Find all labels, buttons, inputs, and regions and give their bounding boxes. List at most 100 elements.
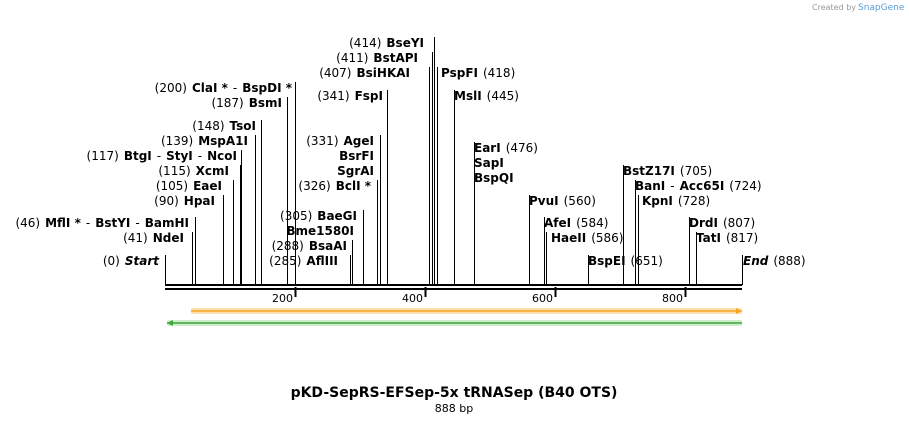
site-label-part: SgrAI xyxy=(337,164,374,178)
site-label-sbspqi[interactable]: BspQI xyxy=(474,171,514,185)
site-label-s117[interactable]: (117) BtgI - StyI - NcoI xyxy=(87,149,237,163)
site-label-s148[interactable]: (148) TsoI xyxy=(192,119,256,133)
site-label-s305[interactable]: (305) BaeGI xyxy=(280,209,357,223)
site-label-part: Acc65I xyxy=(680,179,725,193)
site-label-part: BsiHKAI xyxy=(357,66,411,80)
site-label-part: (326) xyxy=(298,179,330,193)
site-label-part: (105) xyxy=(156,179,188,193)
site-label-part: HaeII xyxy=(551,231,586,245)
site-label-s187[interactable]: (187) BsmI xyxy=(211,96,282,110)
site-label-part: BspDI * xyxy=(242,81,292,95)
site-label-s41[interactable]: (41) NdeI xyxy=(123,231,184,245)
site-label-part: BsmI xyxy=(249,96,282,110)
site-label-part: XcmI xyxy=(196,164,229,178)
site-label-ssapi[interactable]: SapI xyxy=(474,156,504,170)
site-label-part: (200) xyxy=(155,81,187,95)
site-label-sbsrfi[interactable]: BsrFI xyxy=(339,149,374,163)
site-label-s331[interactable]: (331) AgeI xyxy=(306,134,374,148)
site-label-part: (651) xyxy=(631,254,663,268)
site-label-s115[interactable]: (115) XcmI xyxy=(158,164,229,178)
credit-brand: SnapGene xyxy=(858,3,905,13)
site-label-part: BspQI xyxy=(474,171,514,185)
site-label-s807[interactable]: DrdI (807) xyxy=(689,216,755,230)
site-label-part: (41) xyxy=(123,231,148,245)
site-label-part: BamHI xyxy=(145,216,189,230)
site-label-part: (90) xyxy=(154,194,179,208)
site-label-part: BclI * xyxy=(336,179,372,193)
site-label-s651[interactable]: BspEI (651) xyxy=(588,254,663,268)
site-label-sbme[interactable]: Bme1580I xyxy=(286,224,354,238)
backbone-top-strand xyxy=(165,284,742,286)
site-label-part: (476) xyxy=(506,141,538,155)
site-label-part: End xyxy=(743,254,769,268)
axis-tick-label: 800 xyxy=(662,292,683,305)
site-label-part: ClaI * xyxy=(192,81,229,95)
site-label-part: (807) xyxy=(723,216,755,230)
site-label-part: (560) xyxy=(564,194,596,208)
site-label-s200[interactable]: (200) ClaI * - BspDI * xyxy=(155,81,293,95)
site-label-s407[interactable]: (407) BsiHKAI xyxy=(319,66,410,80)
site-label-part: TatI xyxy=(696,231,721,245)
site-label-part: BanI xyxy=(635,179,665,193)
map-title: pKD-SepRS-EFSep-5x tRNASep (B40 OTS) xyxy=(291,385,618,401)
site-label-part: Start xyxy=(125,254,160,268)
site-label-part: (46) xyxy=(15,216,40,230)
site-label-part: (0) xyxy=(103,254,120,268)
site-label-part: EarI xyxy=(474,141,501,155)
site-label-s705[interactable]: BstZ17I (705) xyxy=(623,164,712,178)
site-label-s341[interactable]: (341) FspI xyxy=(317,89,383,103)
site-label-s560[interactable]: PvuI (560) xyxy=(529,194,596,208)
axis-tick-label: 600 xyxy=(532,292,553,305)
site-label-part: (586) xyxy=(591,231,623,245)
site-label-part: HpaI xyxy=(184,194,215,208)
site-label-ssgrai[interactable]: SgrAI xyxy=(337,164,374,178)
site-label-s888[interactable]: End (888) xyxy=(743,254,806,268)
site-label-part: (187) xyxy=(211,96,243,110)
site-label-s586[interactable]: HaeII (586) xyxy=(551,231,624,245)
site-label-part: - xyxy=(670,179,674,193)
site-label-part: AfeI xyxy=(544,216,571,230)
feature-arrows xyxy=(166,308,743,326)
site-label-part: SapI xyxy=(474,156,504,170)
site-label-s326[interactable]: (326) BclI * xyxy=(298,179,371,193)
site-label-part: (418) xyxy=(483,66,515,80)
site-label-s584[interactable]: AfeI (584) xyxy=(544,216,608,230)
site-label-part: NcoI xyxy=(207,149,237,163)
site-label-s414[interactable]: (414) BseYI xyxy=(349,36,424,50)
site-label-part: (888) xyxy=(773,254,805,268)
site-label-part: BstYI xyxy=(95,216,130,230)
site-label-s411[interactable]: (411) BstAPI xyxy=(336,51,418,65)
site-label-part: DrdI xyxy=(689,216,718,230)
site-label-s285[interactable]: (285) AflIII xyxy=(269,254,338,268)
site-label-part: PvuI xyxy=(529,194,559,208)
site-label-s476[interactable]: EarI (476) xyxy=(474,141,538,155)
site-label-part: (411) xyxy=(336,51,368,65)
sequence-length: 888 bp xyxy=(435,402,473,415)
site-label-part: (705) xyxy=(680,164,712,178)
site-label-s105[interactable]: (105) EaeI xyxy=(156,179,222,193)
site-label-s90[interactable]: (90) HpaI xyxy=(154,194,215,208)
site-label-s445[interactable]: MslI (445) xyxy=(454,89,519,103)
site-label-part: - xyxy=(157,149,161,163)
site-label-s0[interactable]: (0) Start xyxy=(103,254,160,268)
site-label-part: (341) xyxy=(317,89,349,103)
site-label-part: BaeGI xyxy=(317,209,357,223)
site-label-s139[interactable]: (139) MspA1I xyxy=(161,134,248,148)
sequence-backbone: 200 400 600 800 xyxy=(165,284,742,305)
site-label-s728[interactable]: KpnI (728) xyxy=(642,194,710,208)
backbone-bottom-strand xyxy=(165,288,742,290)
site-label-s418[interactable]: PspFI (418) xyxy=(441,66,515,80)
site-label-part: BtgI xyxy=(124,149,152,163)
site-label-part: BsaAI xyxy=(309,239,347,253)
site-label-s817[interactable]: TatI (817) xyxy=(696,231,758,245)
site-label-s46[interactable]: (46) MflI * - BstYI - BamHI xyxy=(15,216,189,230)
site-label-part: - xyxy=(86,216,90,230)
site-label-s724[interactable]: BanI - Acc65I (724) xyxy=(635,179,762,193)
site-label-part: (148) xyxy=(192,119,224,133)
site-label-part: (331) xyxy=(306,134,338,148)
site-label-part: BsrFI xyxy=(339,149,374,163)
site-label-part: - xyxy=(233,81,237,95)
site-label-part: MslI xyxy=(454,89,482,103)
site-label-s288[interactable]: (288) BsaAI xyxy=(272,239,347,253)
